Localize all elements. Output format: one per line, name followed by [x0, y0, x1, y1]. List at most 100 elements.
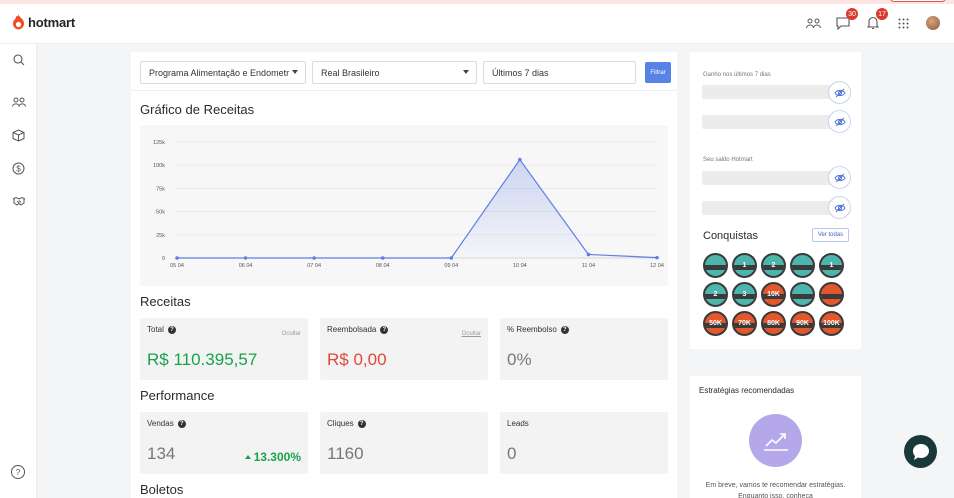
badge-ribbon [792, 294, 813, 299]
earnings-hidden-value [702, 85, 837, 99]
search-icon[interactable] [10, 51, 27, 68]
badge-label: 70K [738, 320, 751, 327]
achievement-badge[interactable]: 50K [703, 311, 728, 336]
sidebar: $ ? [0, 44, 37, 498]
series-area [177, 159, 657, 258]
achievement-badge[interactable]: 2 [703, 282, 728, 307]
achievement-badge[interactable]: 1 [732, 253, 757, 278]
y-tick-label: 125k [153, 140, 165, 146]
badge-ribbon [705, 323, 726, 328]
badge-ribbon [821, 323, 842, 328]
achievement-badge[interactable]: 1 [819, 253, 844, 278]
strategies-title: Estratégias recomendadas [699, 386, 795, 395]
users-icon[interactable] [10, 93, 27, 110]
top-strip [0, 0, 954, 4]
refund-pct-label: % Reembolso [507, 325, 557, 334]
y-tick-label: 50k [156, 210, 165, 216]
leads-card: Leads 0 [500, 412, 668, 474]
user-avatar[interactable] [924, 14, 942, 32]
sales-growth-value: 13.300% [253, 450, 301, 464]
community-icon[interactable] [804, 14, 822, 32]
help-icon[interactable]: ? [380, 325, 389, 334]
achievement-badge[interactable]: 100K [819, 311, 844, 336]
sales-value: 134 [147, 444, 176, 463]
clicks-card: Cliques? 1160 [320, 412, 488, 474]
chat-button[interactable] [904, 435, 937, 468]
top-header: hotmart 30 17 [0, 4, 954, 44]
badge-label: 1 [829, 262, 834, 269]
achievement-badge[interactable]: 80K [761, 311, 786, 336]
hotmart-logo[interactable]: hotmart [12, 14, 75, 30]
arrow-up-icon [244, 455, 251, 459]
help-icon[interactable]: ? [11, 465, 25, 479]
total-label: Total [147, 325, 164, 334]
badge-ribbon [792, 265, 813, 270]
period-field-value: Últimos 7 dias [492, 67, 549, 78]
money-icon[interactable]: $ [10, 160, 27, 177]
handshake-icon[interactable] [10, 192, 27, 209]
hide-total-link[interactable]: Ocultar [281, 331, 301, 337]
strategies-text: Em breve, vamos te recomendar estratégia… [705, 482, 846, 498]
refund-pct-value: 0% [507, 350, 532, 369]
earnings-label: Ganho nos últimos 7 dias [703, 72, 771, 78]
badge-label: 80K [767, 320, 780, 327]
toggle-visibility-button[interactable] [828, 110, 851, 133]
total-card: Total? Ocultar R$ 110.395,57 [140, 318, 308, 380]
see-all-button[interactable]: Ver todas [812, 228, 849, 242]
badge-label: 3 [742, 291, 747, 298]
achievement-badge[interactable]: 2 [761, 253, 786, 278]
help-icon[interactable]: ? [357, 419, 366, 428]
badge-ribbon [705, 294, 726, 299]
badge-ribbon [763, 265, 784, 270]
revenue-chart-svg: 0 25k 50k 75k 100k 125k 05 04 06 04 07 04 08 04 09… [153, 140, 664, 269]
notifications-icon[interactable]: 17 [864, 8, 888, 32]
x-tick-label: 08 04 [376, 263, 390, 269]
achievement-badge[interactable] [819, 282, 844, 307]
achievement-badge[interactable]: 90K [790, 311, 815, 336]
data-point [380, 256, 385, 260]
achievement-badge[interactable] [703, 253, 728, 278]
toggle-visibility-button[interactable] [828, 196, 851, 219]
apps-grid-icon[interactable] [894, 14, 912, 32]
clicks-label: Cliques [327, 419, 354, 428]
top-pill[interactable] [890, 0, 946, 2]
total-value: R$ 110.395,57 [147, 350, 258, 369]
refund-pct-card: % Reembolso? 0% [500, 318, 668, 380]
filter-button[interactable]: Filtrar [645, 62, 671, 83]
products-icon[interactable] [10, 127, 27, 144]
badge-label: 1 [742, 262, 747, 269]
divider [131, 90, 677, 91]
badge-ribbon [821, 294, 842, 299]
product-select[interactable]: Programa Alimentação e Endometri [140, 61, 306, 84]
brand-name: hotmart [28, 14, 75, 30]
period-field[interactable]: Últimos 7 dias [483, 61, 636, 84]
help-icon[interactable]: ? [560, 325, 569, 334]
achievement-badge[interactable]: 70K [732, 311, 757, 336]
badge-label: 10K [767, 291, 780, 298]
boletos-title: Boletos [140, 482, 184, 497]
filters-bar: Programa Alimentação e Endometri Real Br… [140, 61, 671, 84]
currency-select[interactable]: Real Brasileiro [312, 61, 477, 84]
help-icon[interactable]: ? [167, 325, 176, 334]
revenue-chart: 0 25k 50k 75k 100k 125k 05 04 06 04 07 04 08 04 09… [140, 125, 668, 286]
messages-icon[interactable]: 30 [834, 8, 858, 32]
hide-refunded-link[interactable]: Ocultar [461, 331, 481, 337]
achievement-badge[interactable] [790, 282, 815, 307]
clicks-value: 1160 [327, 444, 364, 463]
toggle-visibility-button[interactable] [828, 166, 851, 189]
help-icon[interactable]: ? [177, 419, 186, 428]
achievement-badge[interactable]: 10K [761, 282, 786, 307]
chat-bubble-icon [912, 443, 929, 460]
data-point [243, 256, 248, 260]
eye-off-icon [833, 88, 846, 97]
badge-label: 90K [796, 320, 809, 327]
data-point [518, 157, 522, 162]
toggle-visibility-button[interactable] [828, 81, 851, 104]
x-tick-label: 06 04 [239, 263, 253, 269]
sales-card: Vendas? 134 13.300% [140, 412, 308, 474]
achievement-badge[interactable]: 3 [732, 282, 757, 307]
refunded-value: R$ 0,00 [327, 350, 387, 369]
earnings-hidden-value [702, 115, 837, 129]
balance-panel: Ganho nos últimos 7 dias Seu saldo Hotma… [690, 52, 861, 349]
achievement-badge[interactable] [790, 253, 815, 278]
